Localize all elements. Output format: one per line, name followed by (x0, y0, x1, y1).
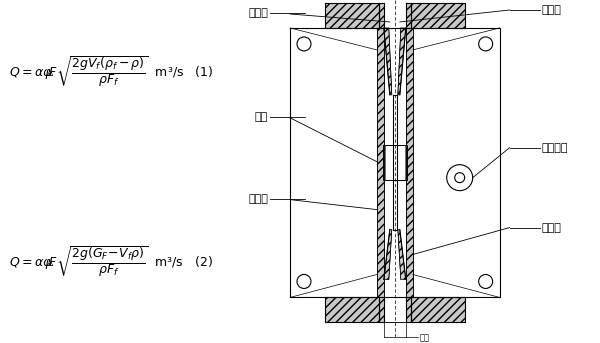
Text: $Q = \alpha\varphi\!\!\vartriangle\!\!F\sqrt{\dfrac{2g(G_F\!-\!V_f\rho)}{\rho F_: $Q = \alpha\varphi\!\!\vartriangle\!\!F\… (8, 244, 212, 279)
Polygon shape (411, 297, 464, 322)
Text: $Q = \alpha\varphi\!\!\vartriangle\!\!F\sqrt{\dfrac{2gV_f(\rho_f-\rho)}{\rho F_f: $Q = \alpha\varphi\!\!\vartriangle\!\!F\… (8, 55, 213, 89)
Text: 导向管: 导向管 (248, 193, 268, 204)
Polygon shape (398, 28, 406, 95)
Text: 平键: 平键 (420, 333, 430, 342)
Polygon shape (406, 3, 411, 28)
Text: 随动系统: 随动系统 (542, 143, 568, 153)
Polygon shape (384, 229, 392, 280)
Polygon shape (325, 297, 379, 322)
Polygon shape (406, 28, 413, 297)
Polygon shape (384, 28, 392, 95)
Polygon shape (325, 3, 379, 28)
Polygon shape (377, 28, 384, 297)
Polygon shape (406, 297, 411, 322)
Text: 锥形管: 锥形管 (542, 223, 562, 233)
Text: 浮子: 浮子 (255, 112, 268, 122)
Polygon shape (398, 229, 406, 280)
Text: 测量管: 测量管 (542, 5, 562, 15)
Text: 显示器: 显示器 (248, 8, 268, 18)
Polygon shape (379, 3, 384, 28)
Polygon shape (379, 297, 384, 322)
Polygon shape (411, 3, 464, 28)
